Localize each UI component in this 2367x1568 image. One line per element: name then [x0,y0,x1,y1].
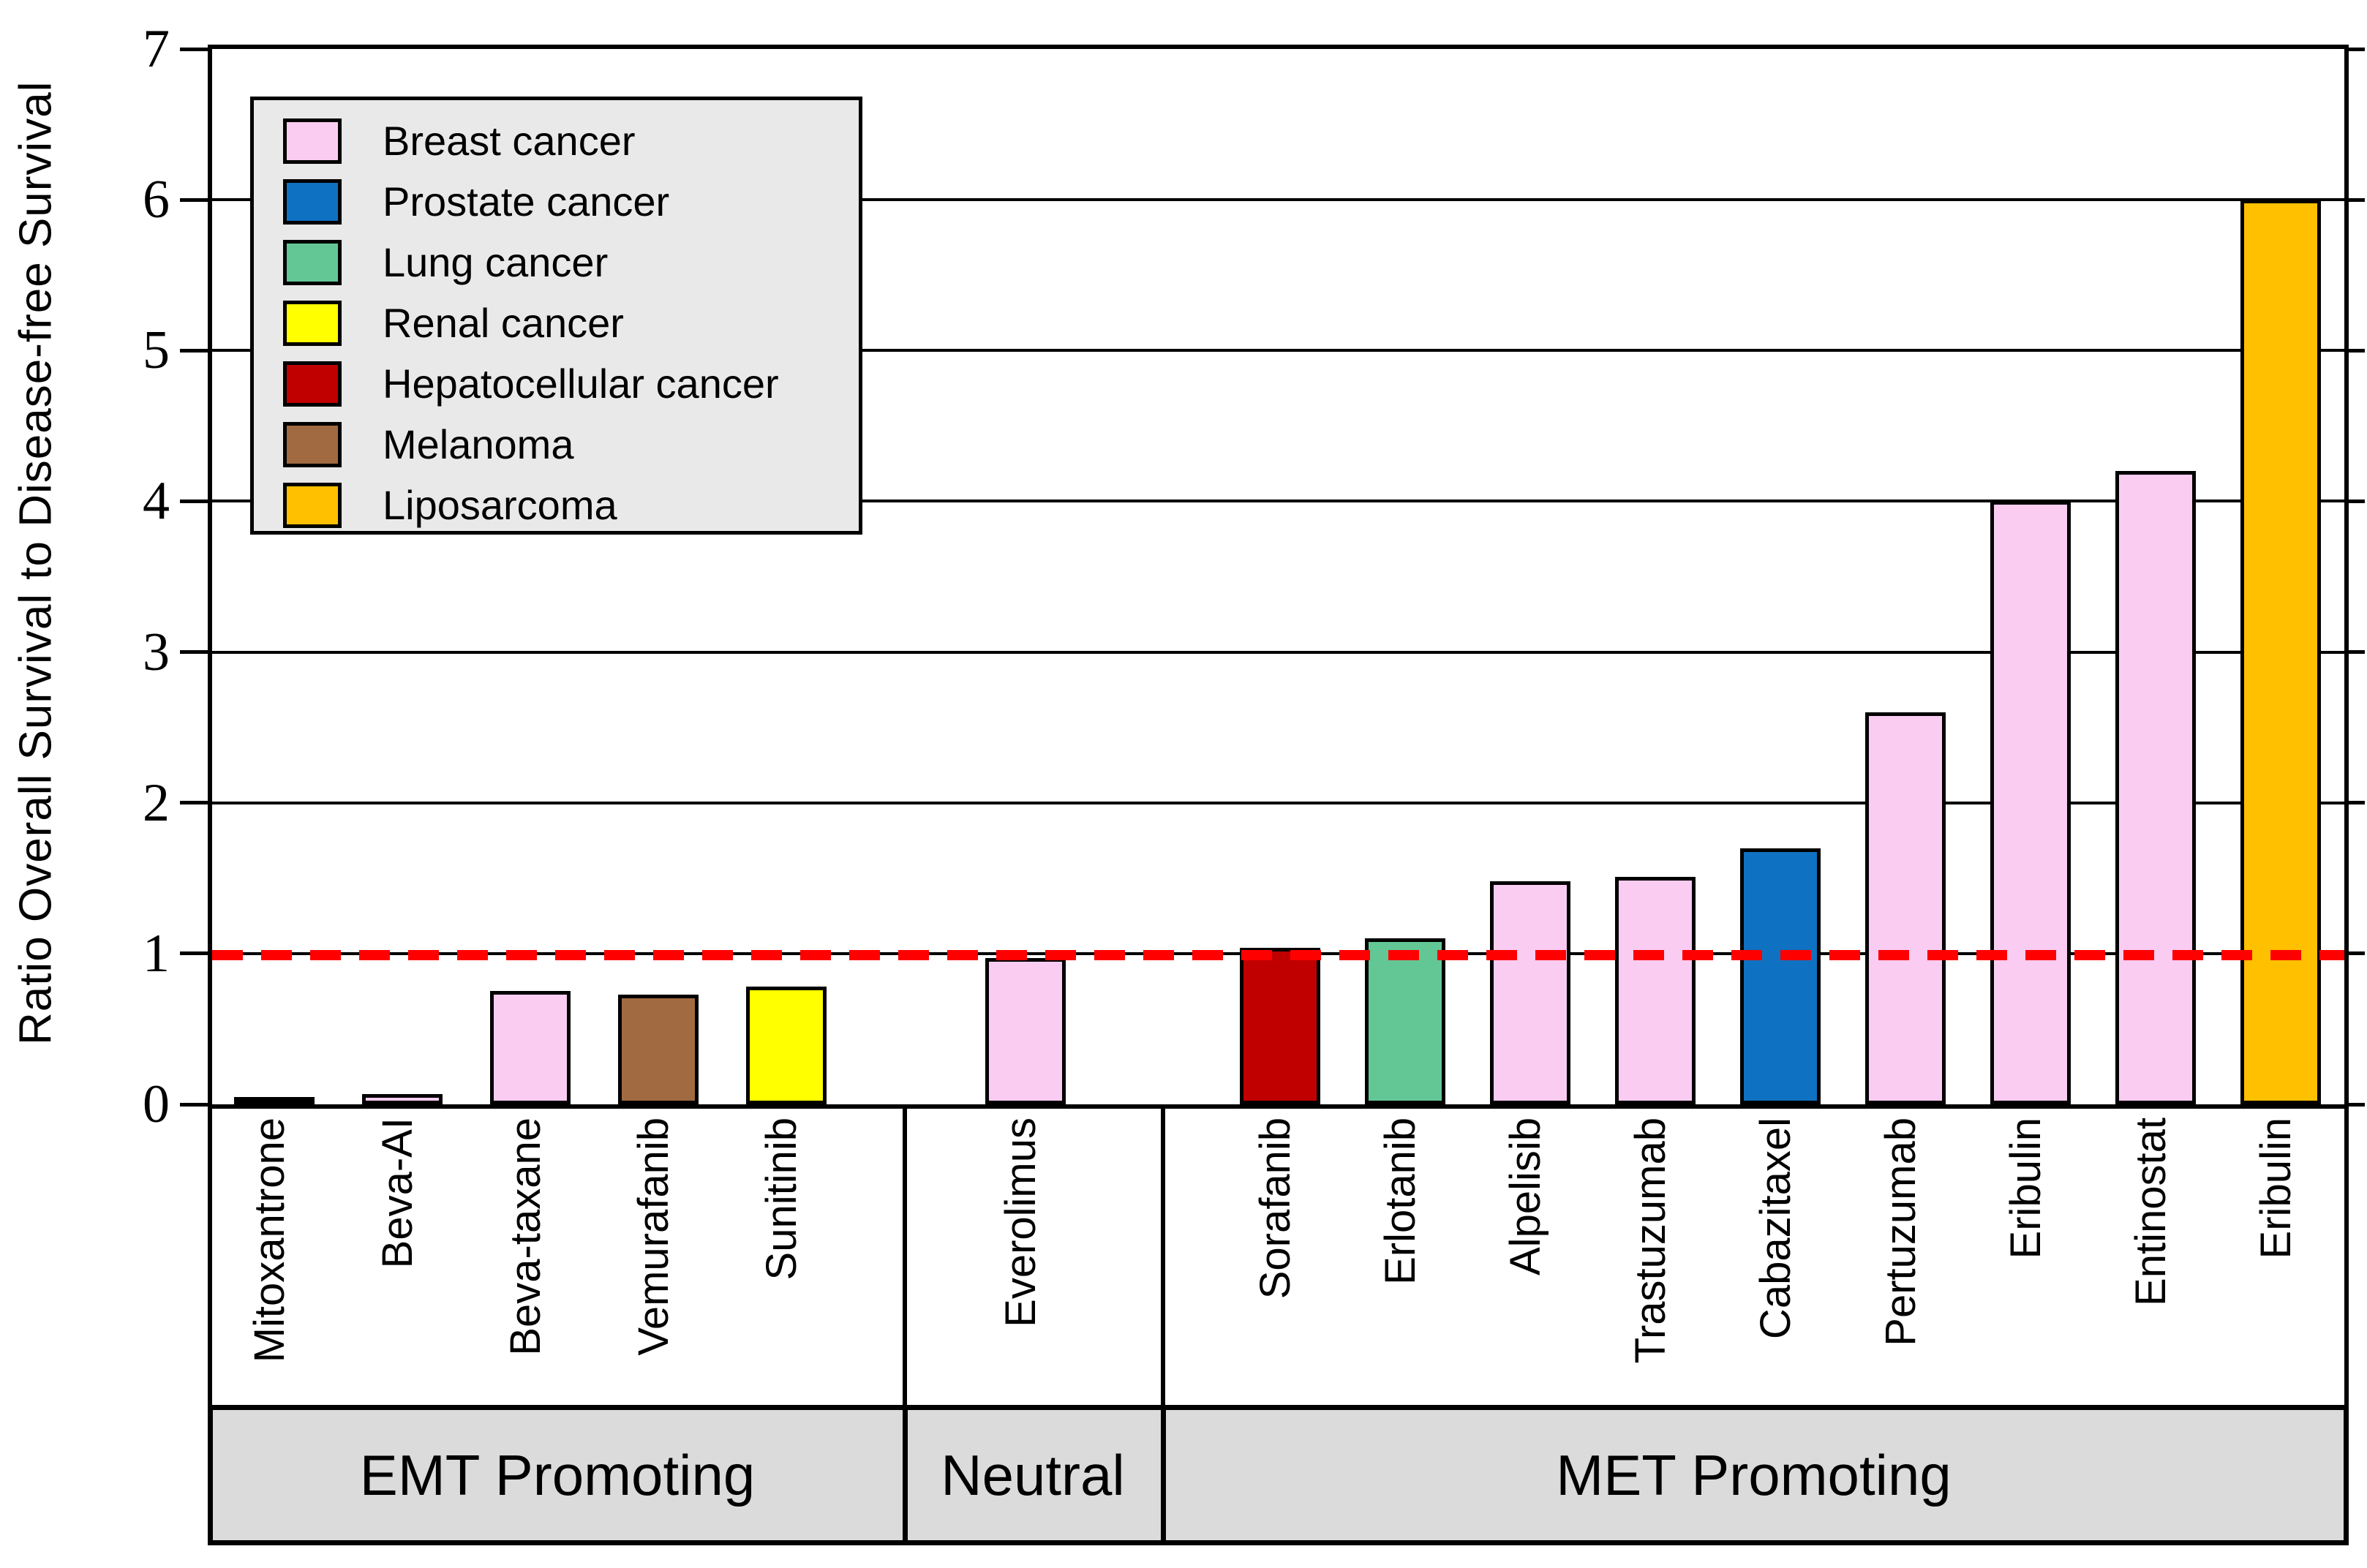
x-axis-label-3: Vemurafanib [630,1117,677,1356]
label-strip-divider-1 [903,1104,907,1405]
x-axis-label-5: Everolimus [997,1117,1045,1327]
group-label-met-promoting: MET Promoting [1556,1442,1952,1507]
group-label-neutral: Neutral [941,1442,1125,1507]
y-tick-label-0: 0 [143,1074,170,1134]
legend-item-breast-cancer: Breast cancer [283,110,859,171]
gridline-y6 [212,198,2344,202]
x-axis-label-6: Sorafanib [1252,1117,1299,1300]
y-tick-left-0 [180,1102,212,1107]
y-tick-right-4 [2344,499,2365,503]
legend-item-lung-cancer: Lung cancer [283,232,859,293]
x-axis-label-0: Mitoxantrone [246,1117,293,1363]
legend-item-renal-cancer: Renal cancer [283,293,859,353]
x-axis-label-11: Pertuzumab [1877,1117,1924,1346]
legend-swatch-0 [283,118,342,164]
y-tick-right-5 [2344,348,2365,353]
y-tick-left-1 [180,951,212,956]
legend-swatch-1 [283,178,342,225]
legend-item-melanoma: Melanoma [283,414,859,475]
x-axis-label-14: Eribulin [2252,1117,2300,1259]
y-tick-right-1 [2344,951,2365,956]
bar-pertuzumab-11 [1865,712,1946,1104]
y-tick-right-0 [2344,1102,2365,1107]
y-tick-label-5: 5 [143,320,170,381]
y-tick-left-4 [180,499,212,503]
legend-swatch-5 [283,421,342,467]
bar-sorafanib-6 [1240,947,1320,1104]
legend: Breast cancer Prostate cancer Lung cancer R… [250,97,862,535]
label-strip-right-border [2344,1104,2349,1405]
bar-cabazitaxel-10 [1740,848,1821,1104]
bar-alpelisib-8 [1490,881,1570,1104]
y-tick-label-1: 1 [143,923,170,984]
legend-swatch-3 [283,300,342,346]
bar-trastuzumab-9 [1615,876,1696,1104]
y-tick-right-6 [2344,197,2365,202]
bar-erlotanib-7 [1365,938,1445,1104]
legend-item-prostate-cancer: Prostate cancer [283,171,859,232]
x-axis-label-1: Beva-AI [374,1117,421,1269]
legend-swatch-6 [283,482,342,528]
y-tick-label-2: 2 [143,772,170,833]
legend-label-0: Breast cancer [383,118,636,164]
legend-label-2: Lung cancer [383,239,609,285]
x-axis-label-13: Entinostat [2127,1117,2175,1306]
gridline-y2 [212,801,2344,804]
label-strip-divider-2 [1161,1104,1165,1405]
y-tick-right-3 [2344,650,2365,655]
bar-mitoxantrone-0 [234,1096,315,1104]
x-axis-label-2: Beva-taxane [502,1117,549,1356]
bar-eribulin-14 [2240,200,2321,1104]
legend-label-4: Hepatocellular cancer [383,361,779,407]
legend-swatch-4 [283,361,342,407]
gridline-y5 [212,349,2344,353]
y-tick-left-2 [180,801,212,805]
category-band [208,1405,2349,1545]
x-axis-label-10: Cabazitaxel [1752,1117,1799,1340]
group-label-emt-promoting: EMT Promoting [359,1442,756,1507]
y-tick-label-6: 6 [143,170,170,230]
x-axis-label-9: Trastuzumab [1627,1117,1674,1364]
x-axis-label-7: Erlotanib [1377,1117,1424,1285]
gridline-y4 [212,500,2344,503]
legend-label-5: Melanoma [383,421,574,467]
category-band-divider-2 [1161,1405,1166,1545]
bar-entinostat-13 [2115,471,2196,1104]
bar-vemurafanib-3 [618,994,699,1104]
y-tick-label-7: 7 [143,19,170,79]
legend-swatch-2 [283,239,342,285]
y-tick-left-6 [180,197,212,202]
x-axis-label-8: Alpelisib [1502,1117,1549,1275]
y-tick-right-2 [2344,801,2365,805]
legend-item-liposarcoma: Liposarcoma [283,475,859,535]
bar-everolimus-5 [985,958,1066,1104]
legend-item-hepatocellular-cancer: Hepatocellular cancer [283,353,859,414]
reference-line-y1 [212,950,2344,960]
bar-beva-ai-1 [362,1093,443,1104]
y-tick-right-7 [2344,47,2365,51]
category-band-divider-1 [903,1405,908,1545]
y-tick-left-7 [180,47,212,51]
bar-eribulin-12 [1990,501,2071,1104]
x-axis-label-12: Eribulin [2002,1117,2050,1259]
y-tick-label-4: 4 [143,471,170,532]
bar-beva-taxane-2 [490,991,571,1104]
y-tick-left-5 [180,348,212,353]
bar-sunitinib-4 [746,987,827,1104]
legend-label-3: Renal cancer [383,300,624,346]
y-tick-left-3 [180,650,212,655]
y-axis-title: Ratio Overall Survival to Disease-free S… [10,80,61,1046]
label-strip-left-border [208,1104,212,1405]
x-axis-label-4: Sunitinib [758,1117,805,1281]
legend-rows: Breast cancer Prostate cancer Lung cancer R… [283,110,859,535]
gridline-y3 [212,650,2344,654]
legend-label-6: Liposarcoma [383,482,617,528]
y-tick-label-3: 3 [143,622,170,682]
legend-label-1: Prostate cancer [383,178,670,225]
